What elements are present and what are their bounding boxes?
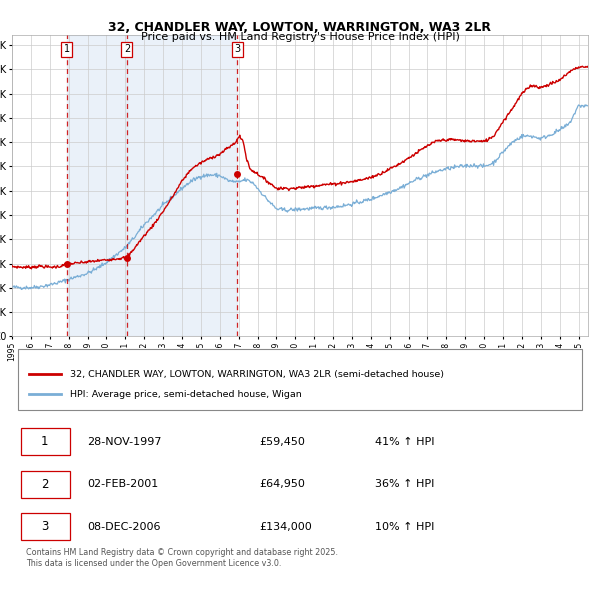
Text: 36% ↑ HPI: 36% ↑ HPI bbox=[375, 479, 434, 489]
Text: £59,450: £59,450 bbox=[260, 437, 305, 447]
Text: 02-FEB-2001: 02-FEB-2001 bbox=[87, 479, 158, 489]
Bar bbox=[127, 35, 238, 336]
Text: 2: 2 bbox=[41, 478, 49, 491]
Text: 2: 2 bbox=[124, 44, 130, 54]
Text: 3: 3 bbox=[235, 44, 241, 54]
Text: 1: 1 bbox=[64, 44, 70, 54]
Text: Price paid vs. HM Land Registry's House Price Index (HPI): Price paid vs. HM Land Registry's House … bbox=[140, 32, 460, 42]
FancyBboxPatch shape bbox=[20, 471, 70, 498]
Text: 32, CHANDLER WAY, LOWTON, WARRINGTON, WA3 2LR: 32, CHANDLER WAY, LOWTON, WARRINGTON, WA… bbox=[109, 21, 491, 34]
Text: Contains HM Land Registry data © Crown copyright and database right 2025.
This d: Contains HM Land Registry data © Crown c… bbox=[26, 548, 338, 568]
Text: 08-DEC-2006: 08-DEC-2006 bbox=[87, 522, 160, 532]
FancyBboxPatch shape bbox=[18, 349, 582, 410]
Text: £64,950: £64,950 bbox=[260, 479, 305, 489]
Text: 32, CHANDLER WAY, LOWTON, WARRINGTON, WA3 2LR (semi-detached house): 32, CHANDLER WAY, LOWTON, WARRINGTON, WA… bbox=[70, 370, 443, 379]
FancyBboxPatch shape bbox=[20, 428, 70, 455]
Text: 1: 1 bbox=[41, 435, 49, 448]
FancyBboxPatch shape bbox=[20, 513, 70, 540]
Text: 3: 3 bbox=[41, 520, 49, 533]
Text: 28-NOV-1997: 28-NOV-1997 bbox=[87, 437, 161, 447]
Bar bbox=[67, 35, 127, 336]
Text: 41% ↑ HPI: 41% ↑ HPI bbox=[375, 437, 434, 447]
Text: HPI: Average price, semi-detached house, Wigan: HPI: Average price, semi-detached house,… bbox=[70, 390, 301, 399]
Text: £134,000: £134,000 bbox=[260, 522, 313, 532]
Text: 10% ↑ HPI: 10% ↑ HPI bbox=[375, 522, 434, 532]
